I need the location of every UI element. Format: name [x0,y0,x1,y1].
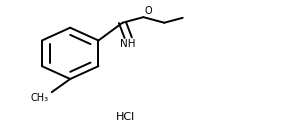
Text: O: O [145,6,152,16]
Text: CH₃: CH₃ [30,93,48,103]
Text: NH: NH [121,39,136,49]
Text: HCl: HCl [116,112,135,122]
